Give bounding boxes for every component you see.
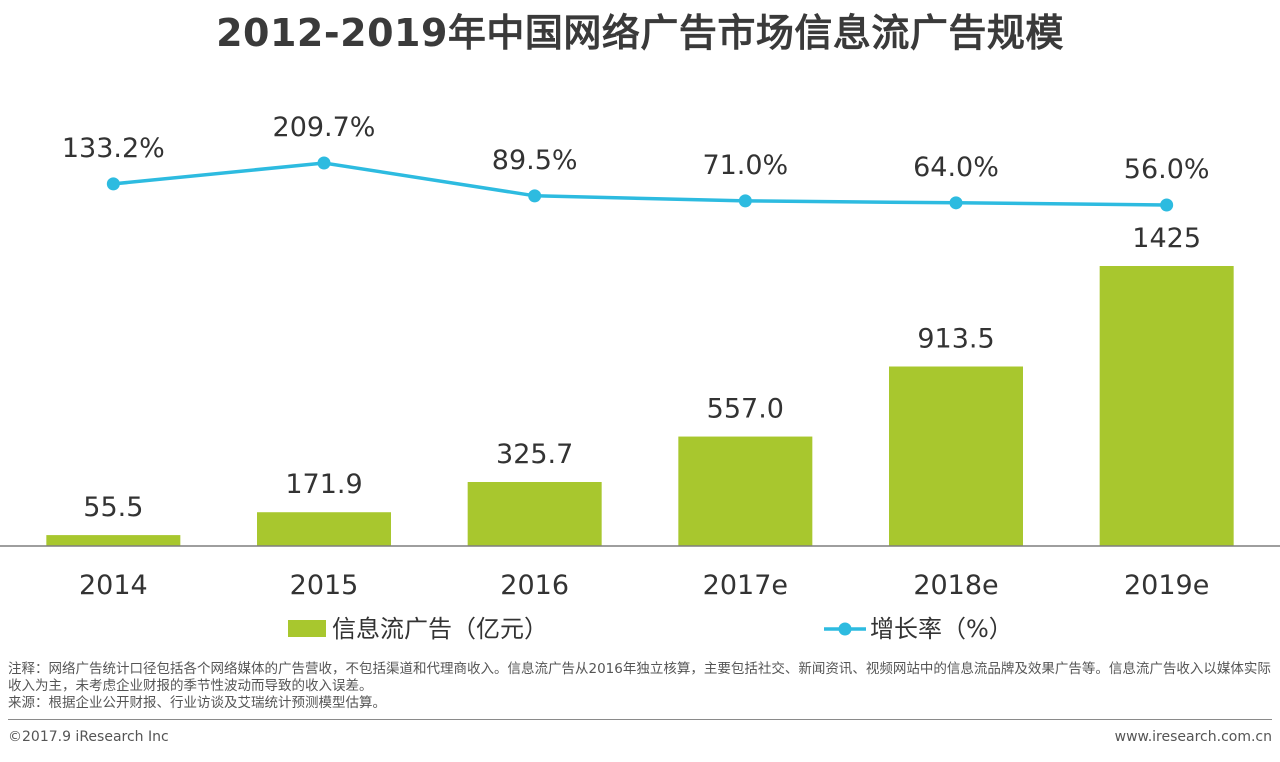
bar-value-label: 913.5 <box>917 324 994 355</box>
bar-value-label: 171.9 <box>285 469 362 500</box>
legend-line-label: 增长率（%） <box>870 615 1013 643</box>
bar-2019e <box>1099 266 1234 546</box>
growth-point-2014 <box>106 177 120 191</box>
legend-line-marker <box>838 622 852 636</box>
copyright-text: ©2017.9 iResearch Inc <box>8 729 169 745</box>
growth-value-label: 56.0% <box>1124 154 1210 185</box>
notes: 注释：网络广告统计口径包括各个网络媒体的广告营收，不包括渠道和代理商收入。信息流… <box>8 661 1274 712</box>
x-tick-label: 2014 <box>79 570 148 601</box>
growth-value-label: 209.7% <box>273 112 376 143</box>
chart-title: 2012-2019年中国网络广告市场信息流广告规模 <box>216 11 1064 55</box>
growth-value-label: 133.2% <box>62 133 165 164</box>
bar-value-label: 325.7 <box>496 439 573 470</box>
bar-value-label: 1425 <box>1132 223 1201 254</box>
growth-value-label: 64.0% <box>913 152 999 183</box>
growth-line <box>113 161 1167 207</box>
bar-2017e <box>678 436 813 546</box>
growth-value-label: 89.5% <box>492 145 578 176</box>
growth-value-label: 71.0% <box>702 150 788 181</box>
x-tick-label: 2017e <box>703 570 788 601</box>
source-text: 来源：根据企业公开财报、行业访谈及艾瑞统计预测模型估算。 <box>8 695 386 711</box>
website-link[interactable]: www.iresearch.com.cn <box>1114 729 1272 745</box>
growth-point-2015 <box>317 156 331 170</box>
growth-point-2019e <box>1160 198 1174 212</box>
legend-bar-swatch <box>288 620 326 637</box>
x-tick-label: 2015 <box>290 570 359 601</box>
x-tick-label: 2018e <box>913 570 998 601</box>
x-tick-label: 2019e <box>1124 570 1209 601</box>
note-text: 注释：网络广告统计口径包括各个网络媒体的广告营收，不包括渠道和代理商收入。信息流… <box>8 661 1271 694</box>
bar-2016 <box>467 482 602 546</box>
legend-bar-label: 信息流广告（亿元） <box>332 615 548 643</box>
footer-divider <box>8 719 1272 720</box>
bar-value-label: 557.0 <box>707 394 784 425</box>
chart: 55.5 2014 171.9 2015 325.7 2016 557.0 2017e 913.… <box>0 112 1280 643</box>
growth-point-2018e <box>949 196 963 210</box>
bar-2015 <box>257 512 391 546</box>
bar-value-label: 55.5 <box>83 492 143 523</box>
growth-point-2017e <box>738 194 752 208</box>
x-tick-label: 2016 <box>500 570 569 601</box>
bar-2018e <box>889 366 1023 546</box>
growth-point-2016 <box>528 189 542 203</box>
bar-2014 <box>46 535 181 546</box>
